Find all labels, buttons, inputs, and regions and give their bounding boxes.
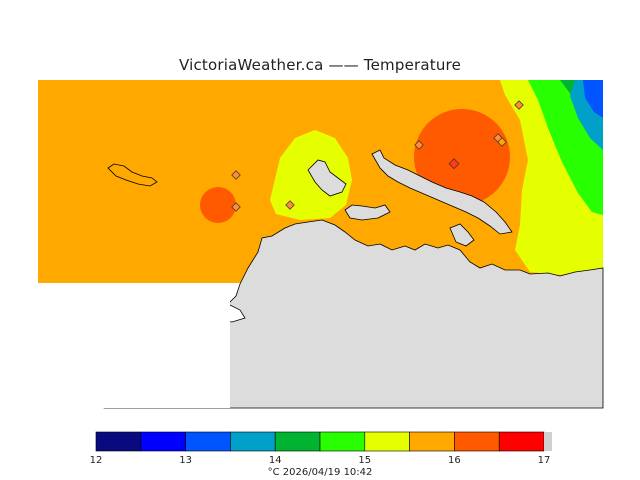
hotspot-west (200, 187, 236, 223)
channel (371, 149, 513, 235)
field-yellow-east (500, 80, 603, 275)
colorbar-shadow (544, 432, 552, 451)
colorbar-tick-label: 12 (90, 455, 103, 466)
colorbar-caption: °C 2026/04/19 10:42 (268, 467, 373, 478)
colorbar-bin (140, 431, 186, 452)
inlet-north (307, 159, 347, 197)
colorbar-bin (185, 431, 231, 452)
island-bay (344, 204, 391, 221)
colorbar-bin (230, 431, 276, 452)
colorbar-bin (409, 431, 455, 452)
page-title: VictoriaWeather.ca —— Temperature (178, 56, 462, 74)
blank-area (38, 283, 230, 408)
station-marker (414, 140, 424, 150)
colorbar-tick-label: 14 (269, 455, 282, 466)
inlet-south (449, 223, 475, 247)
colorbar-bin (498, 431, 545, 452)
colorbar-bin (274, 431, 321, 452)
island-west (107, 163, 158, 187)
colorbar-bin (364, 431, 410, 452)
colorbar-bin (319, 431, 366, 452)
colorbar-tick-label: 13 (179, 455, 192, 466)
station-marker (285, 200, 295, 210)
station-marker (231, 202, 241, 212)
field-lightgreen (525, 80, 603, 215)
colorbar-bin (95, 431, 142, 452)
station-marker (448, 158, 460, 170)
station-markers (231, 100, 524, 212)
colorbar-tick-label: 17 (538, 455, 551, 466)
colorbar-tick-label: 16 (448, 455, 461, 466)
hotspot-east (414, 109, 510, 205)
colorbar-bin (454, 431, 500, 452)
colorbar-tick-label: 15 (358, 455, 371, 466)
field-blue (583, 80, 603, 118)
station-marker (514, 100, 524, 110)
station-marker (231, 170, 241, 180)
station-marker (497, 137, 507, 147)
